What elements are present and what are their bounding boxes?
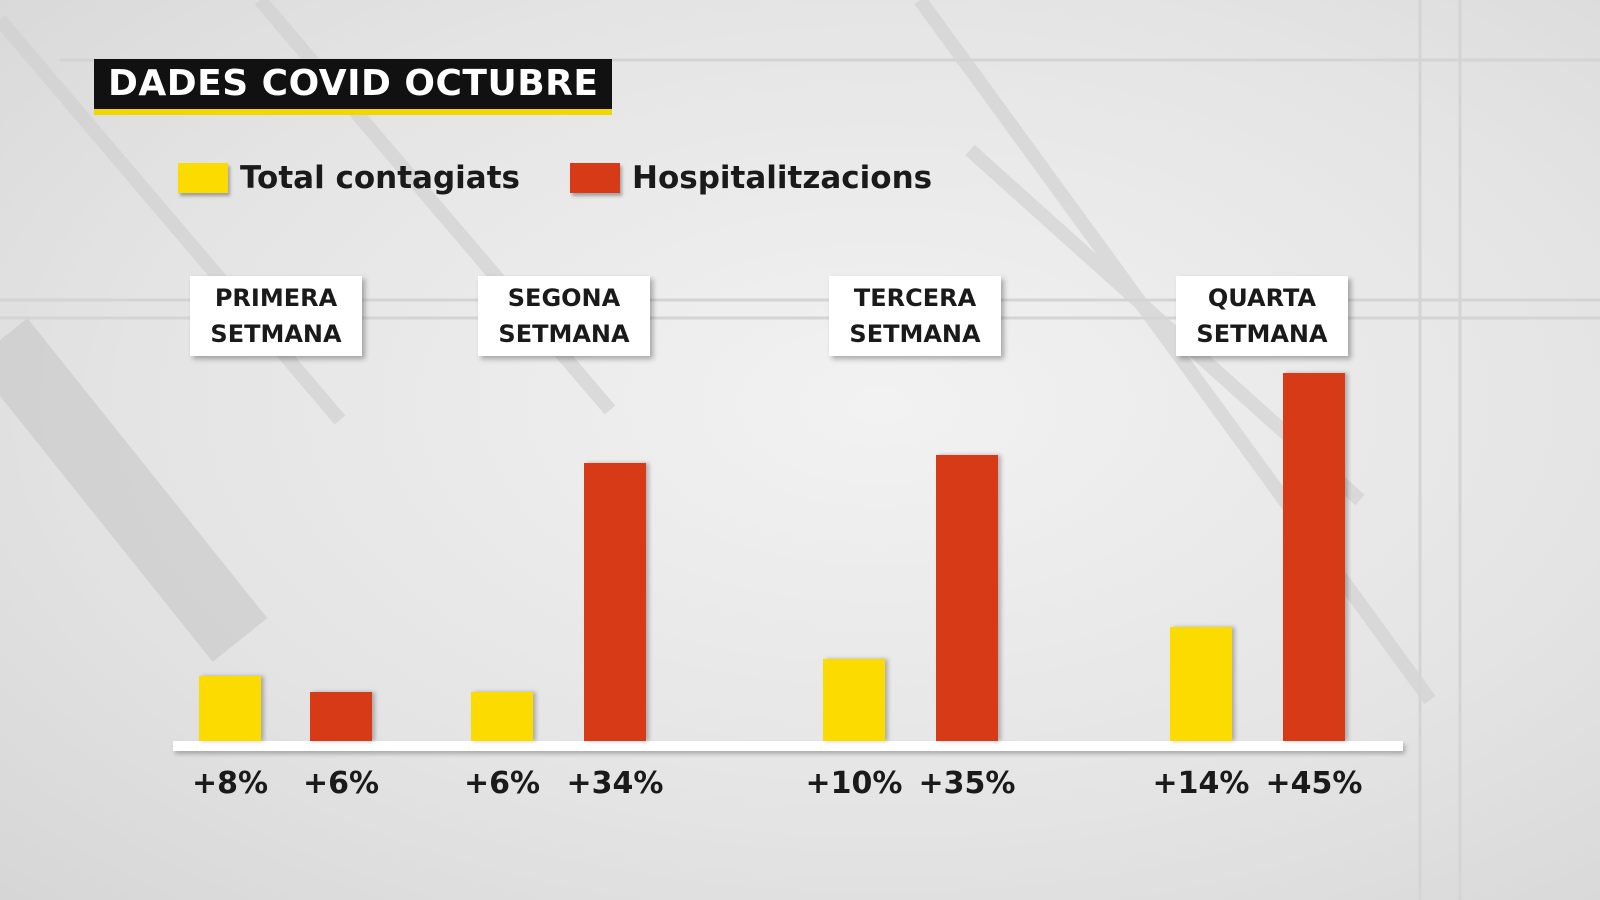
value-label: +35% <box>918 766 1016 801</box>
value-label: +14% <box>1152 766 1250 801</box>
baseline <box>173 741 1403 751</box>
legend-label: Hospitalitzacions <box>632 160 933 196</box>
bar <box>584 462 646 741</box>
bar <box>471 691 533 741</box>
legend-swatch <box>178 163 228 193</box>
bar <box>1283 373 1345 741</box>
category-label: TERCERA SETMANA <box>829 276 1001 356</box>
legend-swatch <box>570 163 620 193</box>
bar <box>310 691 372 741</box>
category-label: PRIMERA SETMANA <box>190 276 362 356</box>
value-label: +8% <box>191 766 269 801</box>
legend-label: Total contagiats <box>240 160 520 196</box>
legend-item: Hospitalitzacions <box>570 160 932 196</box>
value-label: +6% <box>302 766 380 801</box>
bar <box>1170 626 1232 741</box>
legend-item: Total contagiats <box>178 160 520 196</box>
category-label: SEGONA SETMANA <box>478 276 650 356</box>
value-label: +34% <box>566 766 664 801</box>
category-label: QUARTA SETMANA <box>1176 276 1348 356</box>
chart-title: DADES COVID OCTUBRE <box>94 59 613 115</box>
value-label: +6% <box>463 766 541 801</box>
bar <box>823 659 885 741</box>
bar <box>199 675 261 741</box>
value-label: +45% <box>1265 766 1363 801</box>
value-label: +10% <box>805 766 903 801</box>
bar <box>936 454 998 741</box>
